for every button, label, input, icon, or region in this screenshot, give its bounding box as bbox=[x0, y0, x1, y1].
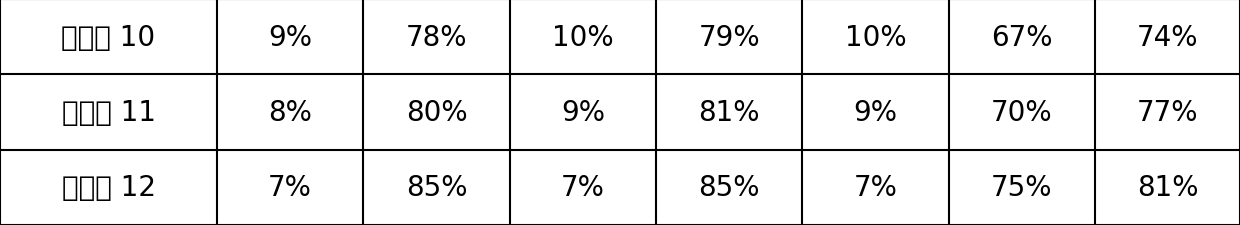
Text: 实施例 10: 实施例 10 bbox=[62, 24, 155, 52]
Text: 9%: 9% bbox=[853, 99, 898, 126]
Text: 67%: 67% bbox=[991, 24, 1053, 52]
Text: 7%: 7% bbox=[268, 173, 312, 201]
Text: 77%: 77% bbox=[1137, 99, 1198, 126]
Text: 9%: 9% bbox=[268, 24, 312, 52]
Text: 80%: 80% bbox=[405, 99, 467, 126]
Text: 7%: 7% bbox=[853, 173, 898, 201]
Text: 85%: 85% bbox=[698, 173, 760, 201]
Text: 70%: 70% bbox=[991, 99, 1053, 126]
Text: 75%: 75% bbox=[991, 173, 1053, 201]
Text: 78%: 78% bbox=[405, 24, 467, 52]
Text: 10%: 10% bbox=[552, 24, 614, 52]
Text: 79%: 79% bbox=[698, 24, 760, 52]
Text: 7%: 7% bbox=[560, 173, 605, 201]
Text: 81%: 81% bbox=[1137, 173, 1198, 201]
Text: 10%: 10% bbox=[844, 24, 906, 52]
Text: 74%: 74% bbox=[1137, 24, 1198, 52]
Text: 实施例 12: 实施例 12 bbox=[62, 173, 155, 201]
Text: 81%: 81% bbox=[698, 99, 760, 126]
Text: 85%: 85% bbox=[405, 173, 467, 201]
Text: 9%: 9% bbox=[560, 99, 605, 126]
Text: 8%: 8% bbox=[268, 99, 312, 126]
Text: 实施例 11: 实施例 11 bbox=[62, 99, 155, 126]
